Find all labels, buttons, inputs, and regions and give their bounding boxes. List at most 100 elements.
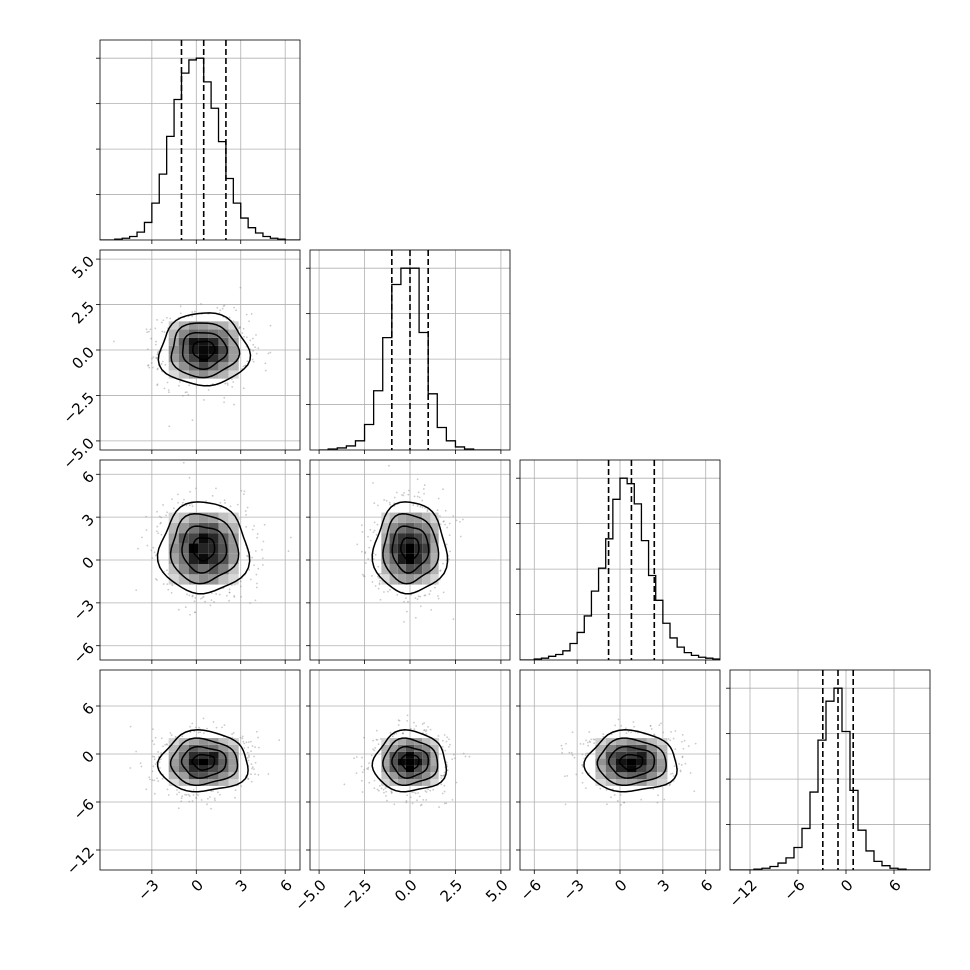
scatter-point	[254, 746, 256, 749]
scatter-point	[195, 793, 198, 796]
scatter-point	[361, 791, 364, 793]
scatter-point	[378, 582, 381, 585]
scatter-point	[423, 484, 426, 487]
scatter-point	[444, 509, 447, 512]
scatter-point	[372, 482, 374, 484]
y-tick-label-1-3: 2.5	[68, 298, 98, 328]
density-cell	[168, 744, 179, 752]
scatter-point	[437, 497, 440, 500]
scatter-point	[423, 492, 425, 495]
density-cell	[198, 543, 209, 554]
scatter-point	[202, 717, 205, 720]
scatter-point	[179, 312, 182, 315]
density-cell	[657, 779, 668, 786]
scatter-point	[606, 803, 608, 806]
scatter-point	[250, 780, 253, 783]
density-cell	[397, 522, 406, 534]
density-cell	[422, 543, 431, 554]
scatter-point	[403, 620, 405, 623]
density-cell	[405, 564, 415, 575]
scatter-point	[239, 286, 242, 289]
contour-2-0-3	[156, 501, 251, 595]
scatter-point	[156, 368, 159, 371]
y-tick-label-2-3: 3	[79, 510, 98, 529]
scatter-point	[426, 508, 429, 511]
scatter-point	[233, 403, 235, 406]
scatter-point	[668, 784, 671, 787]
scatter-point	[373, 749, 376, 752]
scatter-point	[410, 593, 413, 596]
density-cell	[198, 738, 209, 745]
scatter-point	[166, 569, 168, 572]
density-cell	[422, 751, 431, 759]
scatter-point	[240, 785, 243, 788]
scatter-point	[146, 348, 149, 351]
scatter-point	[590, 738, 593, 741]
density-cell	[218, 751, 229, 759]
scatter-point	[219, 506, 222, 509]
scatter-point	[361, 771, 364, 774]
scatter-point	[160, 737, 163, 740]
scatter-point	[393, 496, 396, 499]
scatter-point	[261, 557, 264, 560]
scatter-point	[192, 794, 195, 796]
scatter-point	[200, 303, 202, 305]
density-cell	[188, 522, 199, 534]
scatter-point	[413, 728, 416, 731]
density-cell	[414, 772, 423, 780]
scatter-point	[375, 738, 378, 741]
density-cell	[389, 522, 398, 534]
scatter-point	[149, 328, 152, 331]
scatter-point	[624, 727, 627, 730]
scatter-point	[228, 599, 230, 602]
scatter-point	[225, 594, 228, 597]
scatter-point	[406, 610, 408, 613]
scatter-point	[223, 396, 226, 399]
scatter-point	[247, 778, 250, 780]
scatter-point	[416, 505, 419, 507]
y-tick-label-3-1: −6	[70, 795, 98, 823]
scatter-point	[586, 752, 589, 755]
density-cell	[218, 321, 229, 330]
scatter-point	[228, 316, 231, 319]
scatter-point	[256, 582, 258, 585]
density-cell	[178, 738, 189, 745]
scatter-point	[367, 558, 370, 560]
scatter-point	[425, 729, 428, 732]
density-cell	[422, 738, 431, 745]
density-cell	[657, 751, 668, 759]
scatter-point	[583, 757, 586, 760]
density-cell	[605, 772, 616, 780]
scatter-point	[187, 793, 190, 796]
scatter-point	[242, 327, 245, 330]
density-cell	[208, 522, 219, 534]
scatter-point	[443, 790, 446, 793]
scatter-point	[159, 767, 161, 769]
scatter-point	[152, 728, 154, 731]
scatter-point	[193, 310, 196, 313]
scatter-point	[409, 727, 412, 730]
scatter-point	[168, 391, 170, 394]
scatter-point	[156, 525, 159, 528]
density-cell	[198, 362, 209, 371]
scatter-point	[363, 736, 365, 739]
scatter-point	[160, 752, 163, 754]
scatter-point	[377, 587, 380, 590]
scatter-point	[441, 739, 444, 742]
scatter-point	[414, 792, 417, 795]
scatter-point	[180, 800, 183, 803]
scatter-point	[162, 583, 165, 585]
scatter-point	[429, 728, 432, 731]
density-cell	[168, 370, 179, 379]
scatter-point	[462, 752, 465, 755]
scatter-point	[445, 761, 448, 764]
scatter-point	[242, 493, 245, 495]
contour-2-1-0	[400, 537, 420, 562]
scatter-point	[147, 364, 150, 366]
scatter-point	[443, 802, 446, 805]
scatter-point	[367, 768, 369, 771]
scatter-point	[207, 389, 210, 391]
scatter-point	[241, 737, 244, 740]
density-cell	[208, 772, 219, 780]
